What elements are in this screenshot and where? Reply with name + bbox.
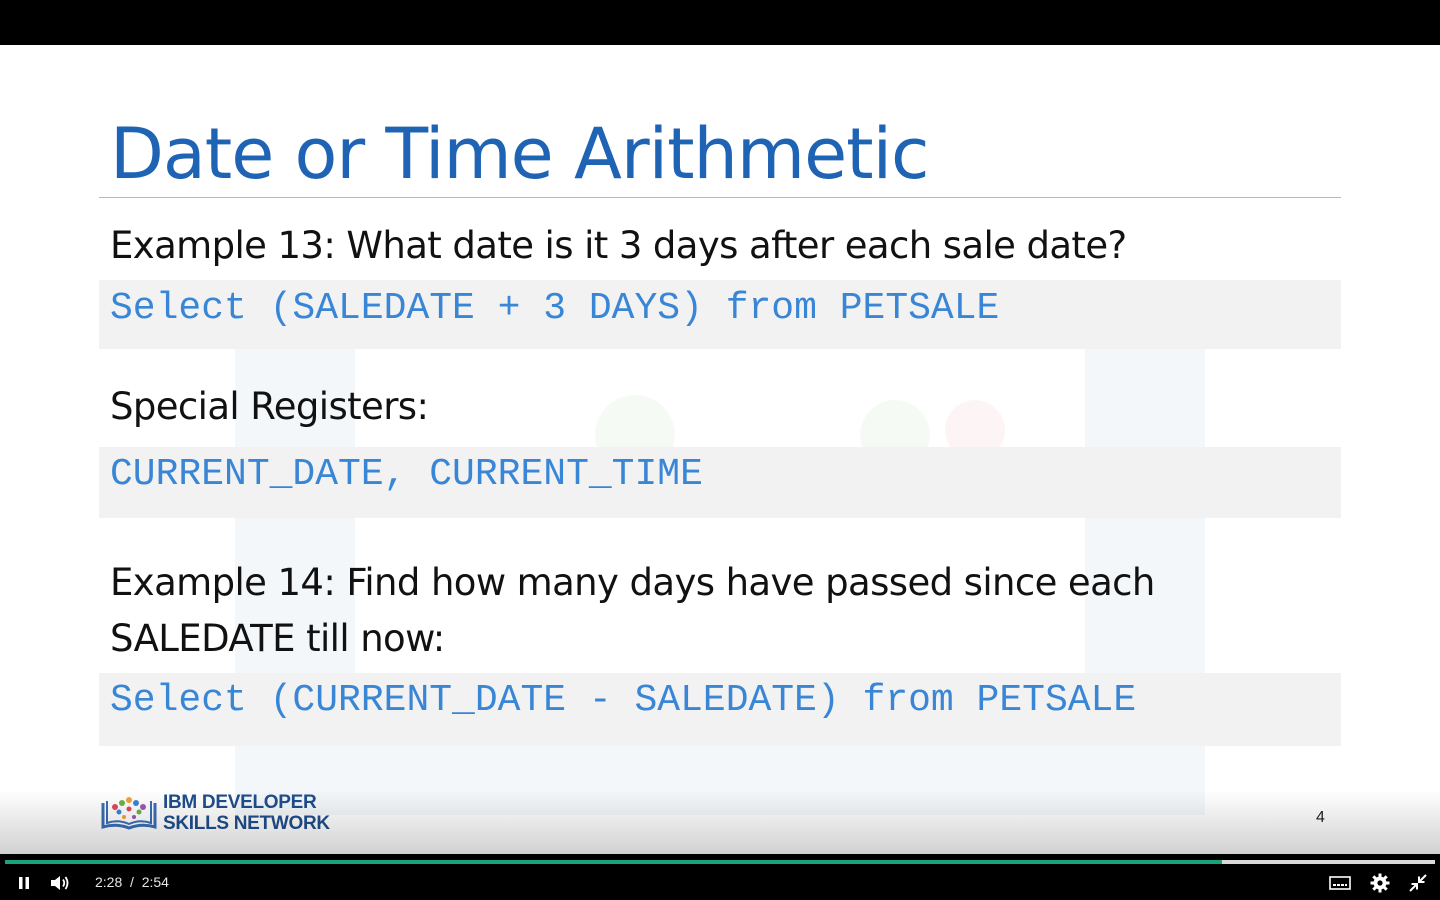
- example-14-heading-line1: Example 14: Find how many days have pass…: [110, 561, 1155, 604]
- video-frame-slide: Date or Time Arithmetic Example 13: What…: [0, 45, 1440, 854]
- time-separator: /: [130, 874, 134, 890]
- title-divider: [99, 197, 1341, 198]
- background-watermark: [235, 345, 1205, 815]
- example-14-code-box: Select (CURRENT_DATE - SALEDATE) from PE…: [99, 673, 1341, 746]
- special-registers-heading: Special Registers:: [110, 385, 429, 428]
- duration: 2:54: [141, 874, 169, 890]
- book-logo-icon: [101, 797, 157, 830]
- pause-icon: [19, 877, 29, 889]
- example-14-heading-line2: SALEDATE till now:: [110, 617, 445, 660]
- progress-bar[interactable]: [5, 860, 1435, 864]
- play-pause-button[interactable]: [12, 871, 36, 895]
- ibm-developer-skills-network-logo: IBM DEVELOPER SKILLS NETWORK: [101, 792, 330, 834]
- exit-fullscreen-button[interactable]: [1406, 871, 1430, 895]
- logo-line2: SKILLS NETWORK: [163, 813, 330, 834]
- example-14-code: Select (CURRENT_DATE - SALEDATE) from PE…: [110, 679, 1137, 722]
- example-13-code-box: Select (SALEDATE + 3 DAYS) from PETSALE: [99, 280, 1341, 349]
- captions-button[interactable]: [1328, 871, 1352, 895]
- volume-button[interactable]: [48, 871, 72, 895]
- captions-icon: [1329, 876, 1351, 890]
- volume-icon: [51, 876, 69, 890]
- special-registers-code-box: CURRENT_DATE, CURRENT_TIME: [99, 447, 1341, 518]
- example-13-heading: Example 13: What date is it 3 days after…: [110, 224, 1127, 267]
- progress-bar-fill: [5, 860, 1222, 864]
- example-13-code: Select (SALEDATE + 3 DAYS) from PETSALE: [110, 287, 1000, 330]
- time-display: 2:28 / 2:54: [95, 874, 169, 890]
- logo-text: IBM DEVELOPER SKILLS NETWORK: [163, 792, 330, 834]
- exit-fullscreen-icon: [1409, 874, 1427, 892]
- settings-button[interactable]: [1368, 871, 1392, 895]
- gear-icon: [1370, 873, 1390, 893]
- slide-title: Date or Time Arithmetic: [110, 113, 930, 195]
- slide-number: 4: [1316, 809, 1325, 826]
- current-time: 2:28: [95, 874, 123, 890]
- logo-line1: IBM DEVELOPER: [163, 792, 317, 813]
- special-registers-code: CURRENT_DATE, CURRENT_TIME: [110, 453, 703, 496]
